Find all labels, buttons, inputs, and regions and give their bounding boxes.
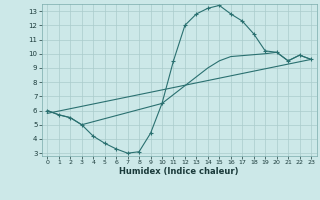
X-axis label: Humidex (Indice chaleur): Humidex (Indice chaleur) [119, 167, 239, 176]
